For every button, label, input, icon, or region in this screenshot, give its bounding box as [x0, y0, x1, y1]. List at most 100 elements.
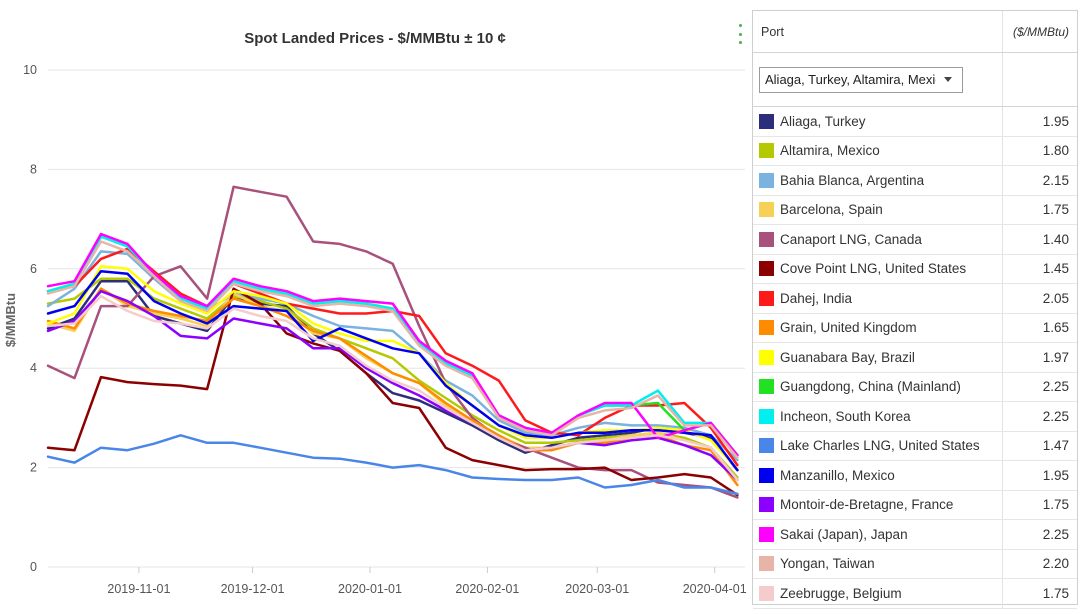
port-name: Dahej, India — [780, 290, 853, 306]
port-price: 1.95 — [1042, 467, 1069, 483]
port-price: 2.25 — [1042, 526, 1069, 542]
series-color-swatch — [759, 231, 774, 247]
port-price: 1.40 — [1042, 231, 1069, 247]
port-price: 1.80 — [1042, 143, 1069, 159]
x-tick-label: 2020-01-01 — [338, 582, 402, 596]
filter-row: Aliaga, Turkey, Altamira, Mexico — [753, 53, 1077, 107]
line-chart: Spot Landed Prices - $/MMBtu ± 10 ¢ 0 2 4 6… — [3, 30, 747, 596]
y-tick-label: 6 — [30, 262, 37, 276]
port-price: 1.47 — [1042, 438, 1069, 454]
series-color-swatch — [759, 526, 774, 542]
y-axis-title: $/MMBtu — [3, 293, 18, 347]
series-line — [46, 287, 739, 497]
port-price: 1.65 — [1042, 320, 1069, 336]
port-list: Aliaga, Turkey 1.95 Altamira, Mexico 1.80 Ba… — [753, 107, 1077, 609]
series-color-swatch — [759, 202, 774, 218]
port-filter-value: Aliaga, Turkey, Altamira, Mexico — [765, 72, 936, 87]
chevron-down-icon — [944, 77, 952, 82]
series-line — [46, 287, 739, 487]
port-name: Altamira, Mexico — [780, 143, 880, 159]
y-tick-label: 10 — [23, 63, 37, 77]
port-price: 2.20 — [1042, 556, 1069, 572]
series-color-swatch — [759, 438, 774, 454]
port-filter-dropdown[interactable]: Aliaga, Turkey, Altamira, Mexico — [759, 66, 963, 93]
series-color-swatch — [759, 556, 774, 572]
port-name: Bahia Blanca, Argentina — [780, 172, 925, 188]
legend-row[interactable]: Montoir-de-Bretagne, France 1.75 — [753, 490, 1077, 520]
port-price: 1.95 — [1042, 113, 1069, 129]
series-line — [46, 240, 739, 459]
series-line — [46, 250, 739, 462]
legend-row[interactable]: Lake Charles LNG, United States 1.47 — [753, 431, 1077, 461]
port-price: 1.45 — [1042, 261, 1069, 277]
series-color-swatch — [759, 113, 774, 129]
x-tick-label: 2020-03-01 — [565, 582, 629, 596]
port-price: 2.15 — [1042, 172, 1069, 188]
series-color-swatch — [759, 349, 774, 365]
chart-menu-icon[interactable] — [736, 24, 744, 44]
grid-lines — [48, 69, 745, 568]
y-tick-label: 8 — [30, 162, 37, 176]
legend-row[interactable]: Grain, United Kingdom 1.65 — [753, 313, 1077, 343]
series-color-swatch — [759, 320, 774, 336]
port-name: Montoir-de-Bretagne, France — [780, 497, 954, 513]
series-line — [46, 279, 739, 472]
series-line — [46, 270, 739, 472]
legend-row[interactable]: Guanabara Bay, Brazil 1.97 — [753, 343, 1077, 373]
series-color-swatch — [759, 585, 774, 601]
port-price: 2.25 — [1042, 408, 1069, 424]
port-price-panel: Port ($/MMBtu) Aliaga, Turkey, Altamira,… — [752, 10, 1078, 609]
x-tick-label: 2020-02-01 — [455, 582, 519, 596]
legend-row[interactable]: Canaport LNG, Canada 1.40 — [753, 225, 1077, 255]
series-color-swatch — [759, 143, 774, 159]
port-name: Aliaga, Turkey — [780, 113, 866, 129]
series-lines — [46, 185, 739, 499]
port-name: Lake Charles LNG, United States — [780, 438, 980, 454]
port-name: Manzanillo, Mexico — [780, 467, 895, 483]
y-tick-label: 0 — [30, 560, 37, 574]
series-line — [46, 434, 739, 496]
header-unit: ($/MMBtu) — [1012, 24, 1069, 39]
port-price: 1.75 — [1042, 585, 1069, 601]
port-name: Canaport LNG, Canada — [780, 231, 922, 247]
x-axis-ticks: 2019-11-01 2019-12-01 2020-01-01 2020-02-01… — [107, 567, 747, 596]
series-color-swatch — [759, 408, 774, 424]
legend-row[interactable]: Guangdong, China (Mainland) 2.25 — [753, 372, 1077, 402]
port-price: 2.05 — [1042, 290, 1069, 306]
port-name: Zeebrugge, Belgium — [780, 585, 902, 601]
port-price: 1.75 — [1042, 202, 1069, 218]
x-tick-label: 2020-04-01 — [683, 582, 747, 596]
x-tick-label: 2019-11-01 — [107, 582, 170, 596]
port-name: Guangdong, China (Mainland) — [780, 379, 961, 395]
series-line — [46, 232, 739, 457]
legend-row[interactable]: Incheon, South Korea 2.25 — [753, 402, 1077, 432]
legend-row[interactable]: Sakai (Japan), Japan 2.25 — [753, 520, 1077, 550]
legend-row[interactable]: Barcelona, Spain 1.75 — [753, 195, 1077, 225]
legend-row[interactable]: Bahia Blanca, Argentina 2.15 — [753, 166, 1077, 196]
legend-row[interactable]: Yongan, Taiwan 2.20 — [753, 549, 1077, 579]
port-name: Guanabara Bay, Brazil — [780, 349, 915, 365]
series-color-swatch — [759, 290, 774, 306]
legend-row[interactable]: Aliaga, Turkey 1.95 — [753, 107, 1077, 137]
port-name: Sakai (Japan), Japan — [780, 526, 908, 542]
y-tick-label: 2 — [30, 461, 37, 475]
series-line — [46, 294, 739, 482]
legend-row[interactable]: Altamira, Mexico 1.80 — [753, 136, 1077, 166]
port-name: Grain, United Kingdom — [780, 320, 917, 336]
legend-row[interactable]: Zeebrugge, Belgium 1.75 — [753, 579, 1077, 609]
legend-row[interactable]: Cove Point LNG, United States 1.45 — [753, 254, 1077, 284]
port-name: Incheon, South Korea — [780, 408, 911, 424]
y-tick-label: 4 — [30, 361, 37, 375]
series-color-swatch — [759, 172, 774, 188]
port-price: 2.25 — [1042, 379, 1069, 395]
panel-header: Port ($/MMBtu) — [753, 11, 1077, 53]
legend-row[interactable]: Manzanillo, Mexico 1.95 — [753, 461, 1077, 491]
series-line — [46, 185, 739, 499]
header-port: Port — [753, 11, 1003, 52]
port-name: Cove Point LNG, United States — [780, 261, 967, 277]
series-color-swatch — [759, 467, 774, 483]
series-color-swatch — [759, 261, 774, 277]
port-name: Barcelona, Spain — [780, 202, 883, 218]
legend-row[interactable]: Dahej, India 2.05 — [753, 284, 1077, 314]
port-price: 1.97 — [1042, 349, 1069, 365]
